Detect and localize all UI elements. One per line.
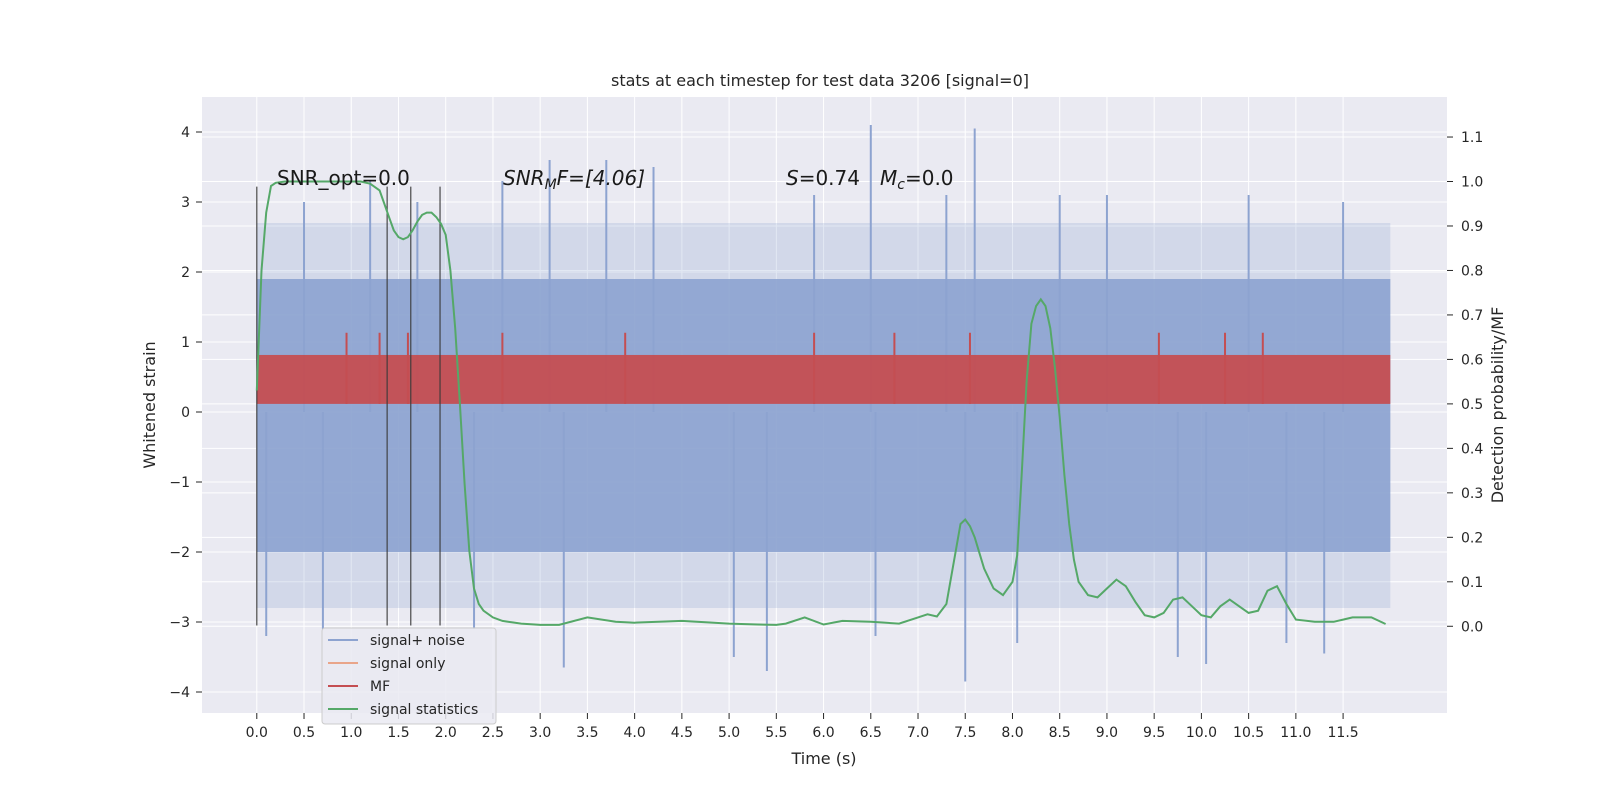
legend-label-signal-only: signal only [370,656,445,672]
x-tick-label: 1.5 [387,725,409,741]
y-right-tick-label: 0.0 [1461,619,1483,635]
snr-opt-annotation: SNR_opt=0.0 [277,166,410,190]
y-right-tick-label: 0.8 [1461,263,1483,279]
x-tick-label: 3.0 [529,725,551,741]
x-tick-label: 7.5 [954,725,976,741]
x-tick-label: 7.0 [907,725,929,741]
x-tick-label: 2.0 [435,725,457,741]
x-ticks: 0.0 0.5 1.0 1.5 2.0 2.5 3.0 3.5 4.0 4.5 5.0 5.5 6.0 6… [246,713,1359,741]
y-right-tick-label: 1.0 [1461,175,1483,191]
x-tick-label: 4.0 [623,725,645,741]
legend-label-signal-statistics: signal statistics [370,702,478,718]
mc-annotation: Mc=0.0 [880,166,954,193]
y-right-tick-label: 0.2 [1461,530,1483,546]
x-axis-label: Time (s) [790,749,856,768]
x-tick-label: 10.0 [1186,725,1217,741]
y-right-axis-label: Detection probability/MF [1488,307,1507,504]
x-tick-label: 8.5 [1049,725,1071,741]
noise-band [256,279,1391,552]
y-left-tick-label: −3 [169,615,190,631]
legend-label-mf: MF [370,679,390,695]
y-left-axis-label: Whitened strain [140,341,159,468]
x-tick-label: 11.5 [1328,725,1359,741]
x-tick-label: 4.5 [671,725,693,741]
vertical-markers [256,186,441,626]
y-right-tick-label: 0.4 [1461,441,1483,457]
noise-band-extreme [256,223,1391,608]
y-right-tick-label: 0.6 [1461,352,1483,368]
y-right-tick-label: 1.1 [1461,130,1483,146]
x-tick-label: 1.0 [340,725,362,741]
s-symbol: S [786,166,799,190]
s-value: =0.74 [799,166,860,190]
mf-series [256,332,1391,404]
y-right-tick-label: 0.5 [1461,397,1483,413]
y-left-tick-label: 1 [181,335,190,351]
x-tick-label: 0.0 [246,725,268,741]
x-tick-label: 10.5 [1233,725,1264,741]
y-right-ticks: 1.1 1.0 0.9 0.8 0.7 0.6 0.5 0.4 0.3 0.2 0.1 0.0 [1447,130,1483,635]
x-tick-label: 5.5 [765,725,787,741]
snr-mf-value: F=[4.06] [557,166,645,190]
y-right-tick-label: 0.7 [1461,308,1483,324]
mc-subscript: c [897,177,905,193]
y-left-tick-label: −2 [169,545,190,561]
y-left-tick-label: −1 [169,475,190,491]
y-left-tick-label: 4 [181,125,190,141]
y-left-tick-label: −4 [169,685,190,701]
x-tick-label: 5.0 [718,725,740,741]
x-tick-label: 9.0 [1096,725,1118,741]
x-tick-label: 2.5 [482,725,504,741]
x-tick-label: 11.0 [1280,725,1311,741]
signal-statistics-line [255,180,1387,626]
x-tick-label: 0.5 [293,725,315,741]
mc-value: =0.0 [905,166,954,190]
legend-box [321,627,497,725]
y-right-tick-label: 0.9 [1461,219,1483,235]
snr-mf-annotation: SNRMF=[4.06] [503,166,645,193]
noise-series [256,125,1391,682]
chart-title: stats at each timestep for test data 320… [611,71,1029,90]
mc-symbol: M [880,166,897,190]
y-left-tick-label: 3 [181,195,190,211]
mf-band [256,354,1391,404]
x-tick-label: 6.5 [860,725,882,741]
x-tick-label: 8.0 [1001,725,1023,741]
legend: signal+ noise signal only MF signal stat… [321,627,497,725]
x-tick-label: 6.0 [812,725,834,741]
y-left-tick-label: 0 [181,405,190,421]
x-tick-label: 9.5 [1143,725,1165,741]
y-left-ticks: 4 3 2 1 0 −1 −2 −3 −4 [169,125,202,701]
y-left-tick-label: 2 [181,265,190,281]
legend-label-signal-noise: signal+ noise [370,633,465,649]
y-right-tick-label: 0.3 [1461,486,1483,502]
x-tick-label: 3.5 [576,725,598,741]
y-right-tick-label: 0.1 [1461,575,1483,591]
snr-mf-symbol: SNR [503,166,545,190]
snr-mf-subscript: M [545,177,557,193]
s-annotation: S=0.74 [786,166,860,190]
